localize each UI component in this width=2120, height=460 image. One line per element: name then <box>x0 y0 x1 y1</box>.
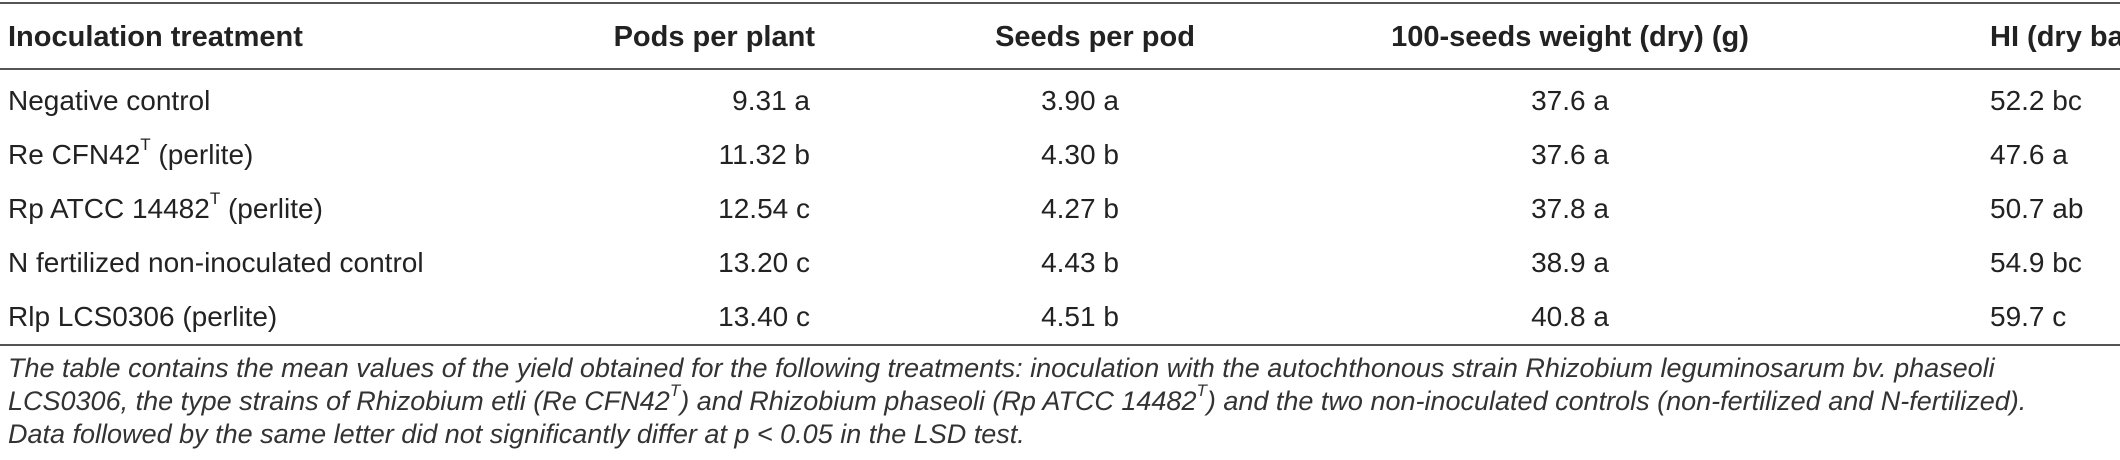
caption-line-3: Data followed by the same letter did not… <box>8 419 1025 449</box>
hi-cell: 59.7 c <box>1990 301 2067 332</box>
header-weight: 100-seeds weight (dry) (g) <box>1391 21 1749 53</box>
caption-line-1: The table contains the mean values of th… <box>8 353 1995 383</box>
seeds-cell: 4.30 b <box>1041 139 1119 170</box>
type-strain-superscript: T <box>140 134 151 154</box>
header-pods: Pods per plant <box>613 21 815 53</box>
table-row: N fertilized non-inoculated control 13.2… <box>0 236 2120 290</box>
header-treatment: Inoculation treatment <box>8 21 303 53</box>
seeds-cell: 3.90 a <box>1041 85 1119 116</box>
pods-cell: 11.32 b <box>718 139 810 170</box>
treatment-cell: Rlp LCS0306 (perlite) <box>8 301 278 332</box>
table-row: Rlp LCS0306 (perlite) 13.40 c 4.51 b 40.… <box>0 290 2120 344</box>
pods-cell: 12.54 c <box>718 193 810 224</box>
seeds-cell: 4.51 b <box>1041 301 1119 332</box>
table-row: Rp ATCC 14482T (perlite) 12.54 c 4.27 b … <box>0 182 2120 236</box>
table-header-rule <box>0 68 2120 70</box>
weight-cell: 37.6 a <box>1531 85 1609 116</box>
treatment-cell: N fertilized non-inoculated control <box>8 247 424 278</box>
treatment-cell: Negative control <box>8 85 211 116</box>
type-strain-superscript: T <box>209 188 221 208</box>
hi-cell: 50.7 ab <box>1990 193 2084 224</box>
hi-cell: 54.9 bc <box>1990 247 2082 278</box>
caption-line-2: LCS0306, the type strains of Rhizobium e… <box>8 381 2027 416</box>
pods-cell: 13.20 c <box>718 247 810 278</box>
treatment-cell: Re CFN42T (perlite) <box>8 134 254 170</box>
table-top-rule <box>0 2 2120 4</box>
seeds-cell: 4.43 b <box>1041 247 1119 278</box>
weight-cell: 37.6 a <box>1531 139 1609 170</box>
table-header-row: Inoculation treatment Pods per plant See… <box>0 8 2120 66</box>
hi-cell: 52.2 bc <box>1990 85 2082 116</box>
pods-cell: 13.40 c <box>718 301 810 332</box>
header-seeds: Seeds per pod <box>995 21 1195 53</box>
table-caption: The table contains the mean values of th… <box>8 352 2108 451</box>
weight-cell: 37.8 a <box>1531 193 1609 224</box>
hi-cell: 47.6 a <box>1990 139 2068 170</box>
table-row: Negative control 9.31 a 3.90 a 37.6 a 52… <box>0 74 2120 128</box>
treatment-cell: Rp ATCC 14482T (perlite) <box>8 188 323 224</box>
weight-cell: 40.8 a <box>1531 301 1609 332</box>
table-row: Re CFN42T (perlite) 11.32 b 4.30 b 37.6 … <box>0 128 2120 182</box>
seeds-cell: 4.27 b <box>1041 193 1119 224</box>
table-bottom-rule <box>0 344 2120 346</box>
weight-cell: 38.9 a <box>1531 247 1609 278</box>
header-hi: HI (dry basis) <box>1990 21 2120 53</box>
pods-cell: 9.31 a <box>732 85 810 116</box>
